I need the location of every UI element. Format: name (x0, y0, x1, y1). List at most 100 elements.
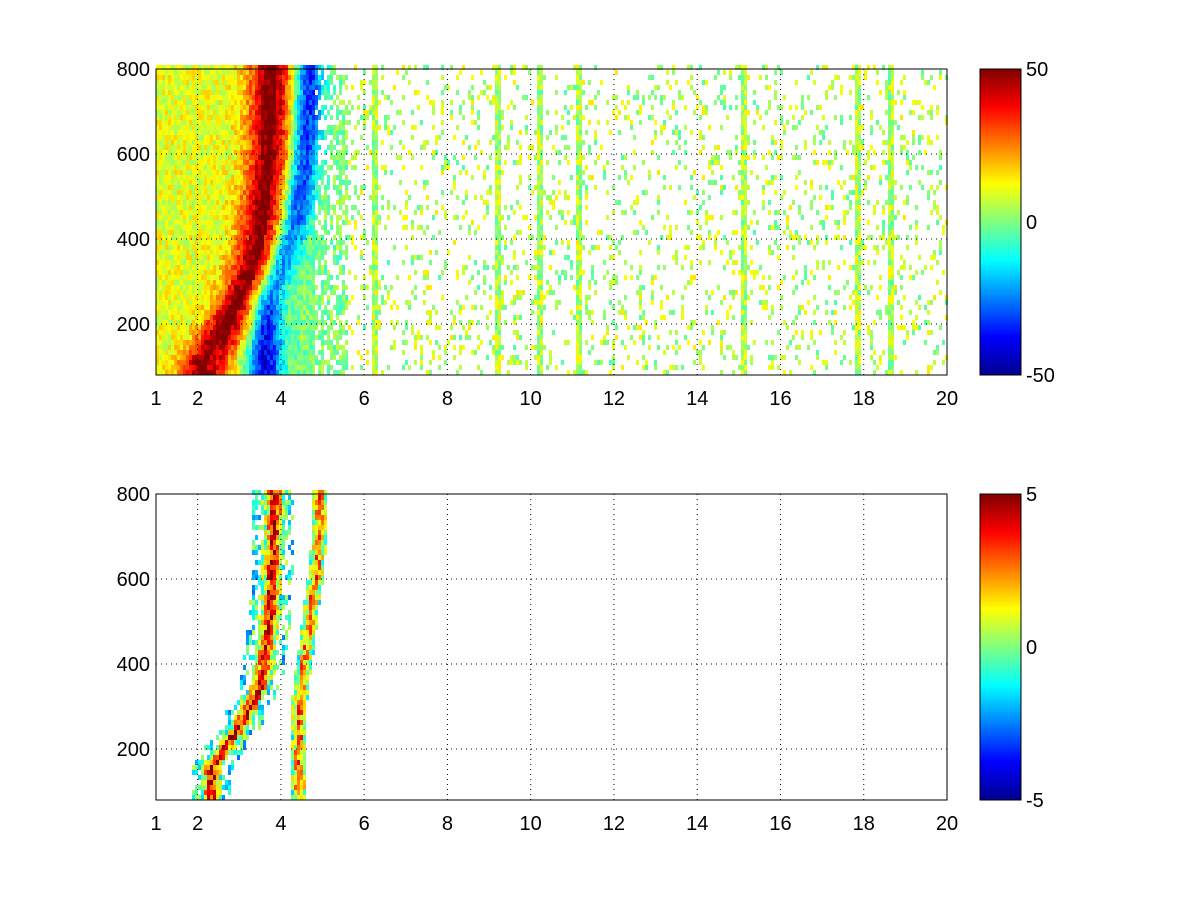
heatmap-cell (690, 280, 693, 285)
heatmap-cell (678, 145, 681, 150)
heatmap-cell (270, 160, 273, 165)
heatmap-cell (237, 340, 240, 345)
heatmap-cell (264, 310, 267, 315)
heatmap-cell (192, 295, 195, 300)
heatmap-cell (246, 265, 249, 270)
heatmap-cell (291, 210, 294, 215)
heatmap-cell (246, 230, 249, 235)
heatmap-cell (192, 300, 195, 305)
heatmap-cell (219, 355, 222, 360)
heatmap-cell (642, 340, 645, 345)
heatmap-cell (810, 365, 813, 370)
heatmap-cell (183, 360, 186, 365)
heatmap-cell (201, 255, 204, 260)
heatmap-cell (192, 235, 195, 240)
heatmap-cell (825, 215, 828, 220)
heatmap-cell (309, 165, 312, 170)
heatmap-cell (633, 230, 636, 235)
heatmap-cell (312, 220, 315, 225)
heatmap-cell (489, 140, 492, 145)
heatmap-cell (891, 225, 894, 230)
heatmap-cell (528, 235, 531, 240)
heatmap-cell (216, 290, 219, 295)
heatmap-cell (183, 135, 186, 140)
heatmap-cell (270, 310, 273, 315)
heatmap-cell (771, 180, 774, 185)
heatmap-cell (267, 245, 270, 250)
heatmap-cell (192, 335, 195, 340)
heatmap-cell (798, 240, 801, 245)
heatmap-cell (165, 340, 168, 345)
heatmap-cell (375, 350, 378, 355)
heatmap-cell (741, 350, 744, 355)
heatmap-cell (723, 265, 726, 270)
heatmap-cell (324, 240, 327, 245)
heatmap-cell (159, 185, 162, 190)
heatmap-cell (267, 185, 270, 190)
heatmap-cell (873, 245, 876, 250)
heatmap-cell (501, 235, 504, 240)
heatmap-cell (915, 325, 918, 330)
heatmap-cell (750, 355, 753, 360)
heatmap-cell (288, 255, 291, 260)
heatmap-cell (255, 260, 258, 265)
heatmap-cell (273, 240, 276, 245)
heatmap-cell (252, 360, 255, 365)
heatmap-cell (375, 275, 378, 280)
heatmap-cell (180, 235, 183, 240)
heatmap-cell (297, 155, 300, 160)
heatmap-cell (195, 295, 198, 300)
heatmap-cell (402, 330, 405, 335)
heatmap-cell (735, 185, 738, 190)
heatmap-cell (189, 175, 192, 180)
heatmap-cell (165, 225, 168, 230)
heatmap-cell (297, 195, 300, 200)
heatmap-cell (261, 220, 264, 225)
heatmap-cell (201, 300, 204, 305)
heatmap-cell (177, 335, 180, 340)
heatmap-cell (843, 355, 846, 360)
heatmap-cell (477, 365, 480, 370)
heatmap-cell (891, 355, 894, 360)
heatmap-cell (255, 170, 258, 175)
heatmap-cell (537, 205, 540, 210)
heatmap-cell (306, 155, 309, 160)
heatmap-cell (519, 180, 522, 185)
heatmap-cell (297, 220, 300, 225)
heatmap-cell (435, 310, 438, 315)
heatmap-cell (774, 240, 777, 245)
heatmap-cell (654, 325, 657, 330)
heatmap-cell (213, 245, 216, 250)
heatmap-cell (165, 220, 168, 225)
heatmap-cell (351, 155, 354, 160)
heatmap-cell (882, 205, 885, 210)
heatmap-cell (300, 230, 303, 235)
heatmap-cell (342, 170, 345, 175)
heatmap-cell (201, 315, 204, 320)
heatmap-cell (222, 255, 225, 260)
heatmap-cell (309, 220, 312, 225)
heatmap-cell (312, 200, 315, 205)
heatmap-cell (162, 340, 165, 345)
heatmap-cell (471, 305, 474, 310)
heatmap-cell (336, 185, 339, 190)
heatmap-cell (213, 135, 216, 140)
heatmap-cell (648, 240, 651, 245)
heatmap-cell (267, 230, 270, 235)
heatmap-cell (858, 160, 861, 165)
heatmap-cell (216, 325, 219, 330)
heatmap-cell (171, 270, 174, 275)
heatmap-cell (876, 310, 879, 315)
heatmap-cell (561, 270, 564, 275)
heatmap-cell (213, 260, 216, 265)
heatmap-cell (183, 235, 186, 240)
heatmap-cell (609, 300, 612, 305)
heatmap-cell (276, 200, 279, 205)
heatmap-cell (261, 370, 264, 375)
heatmap-cell (702, 175, 705, 180)
heatmap-cell (840, 360, 843, 365)
heatmap-cell (498, 215, 501, 220)
heatmap-cell (225, 265, 228, 270)
heatmap-cell (216, 185, 219, 190)
heatmap-cell (336, 275, 339, 280)
